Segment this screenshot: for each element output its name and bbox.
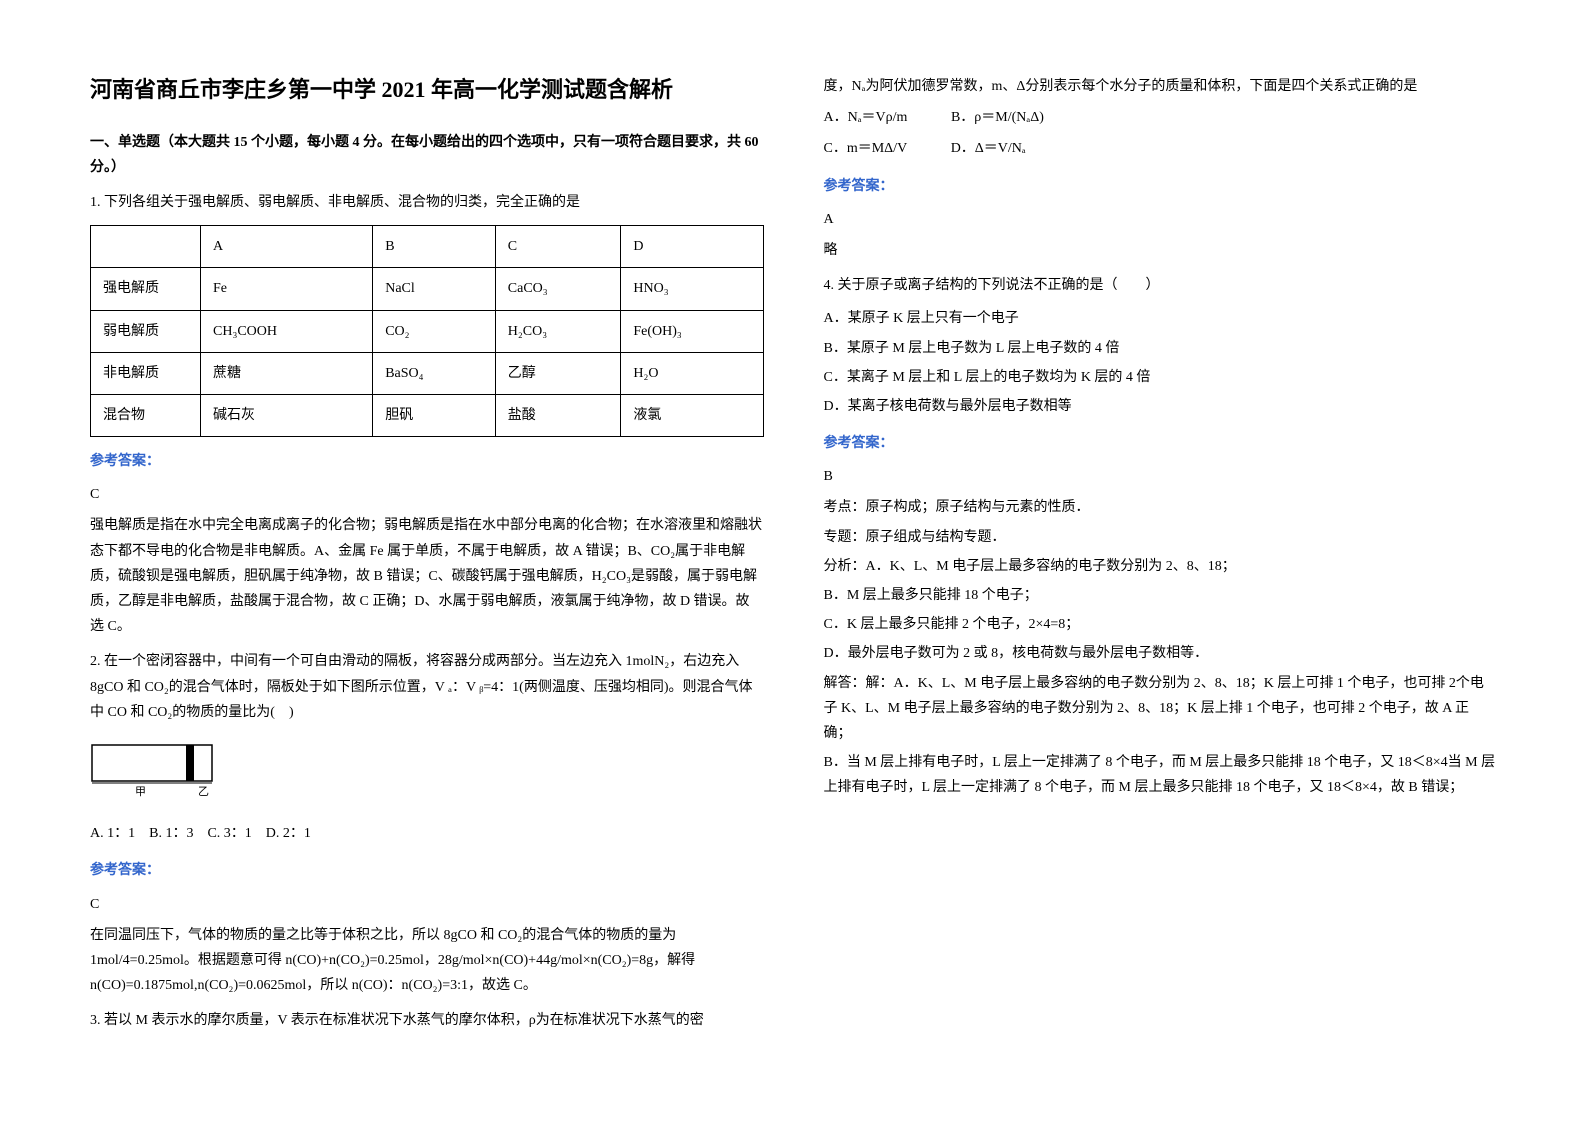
analysis-line: D．最外层电子数可为 2 或 8，核电荷数与最外层电子数相等． [824, 641, 1498, 666]
question-1-table: A B C D 强电解质 Fe NaCl CaCO₃ HNO₃ 弱电解质 CH₃… [90, 225, 764, 437]
svg-text:乙: 乙 [198, 785, 209, 798]
table-cell: 碱石灰 [201, 394, 373, 436]
analysis-line: B．M 层上最多只能排 18 个电子； [824, 583, 1498, 608]
question-2-diagram: 甲 乙 [90, 743, 220, 798]
table-cell: HNO₃ [621, 268, 763, 310]
table-row: 弱电解质 CH₃COOH CO₂ H₂CO₃ Fe(OH)₃ [91, 310, 764, 352]
table-cell: Fe(OH)₃ [621, 310, 763, 352]
table-cell: 液氯 [621, 394, 763, 436]
table-cell: CH₃COOH [201, 310, 373, 352]
question-3-stem-part1: 3. 若以 M 表示水的摩尔质量，V 表示在标准状况下水蒸气的摩尔体积，ρ为在标… [90, 1008, 764, 1033]
table-cell: H₂O [621, 352, 763, 394]
document-title: 河南省商丘市李庄乡第一中学 2021 年高一化学测试题含解析 [90, 70, 764, 110]
question-3-stem-part2: 度，Nₐ为阿伏加德罗常数，m、Δ分别表示每个水分子的质量和体积，下面是四个关系式… [824, 74, 1498, 99]
answer-label: 参考答案： [824, 174, 1498, 199]
option-a: A．Nₐ＝Vρ/m [824, 105, 908, 130]
question-4-option-a: A．某原子 K 层上只有一个电子 [824, 306, 1498, 331]
question-4-option-d: D．某离子核电荷数与最外层电子数相等 [824, 394, 1498, 419]
question-4-option-b: B．某原子 M 层上电子数为 L 层上电子数的 4 倍 [824, 336, 1498, 361]
table-cell: NaCl [373, 268, 496, 310]
answer-label: 参考答案： [90, 449, 764, 474]
table-header-cell: B [373, 226, 496, 268]
option-d: D．Δ＝V/Nₐ [951, 136, 1026, 161]
table-header-cell [91, 226, 201, 268]
question-4-answer: B [824, 464, 1498, 489]
analysis-line: 分析：A．K、L、M 电子层上最多容纳的电子数分别为 2、8、18； [824, 554, 1498, 579]
table-header-cell: C [495, 226, 621, 268]
table-cell: 混合物 [91, 394, 201, 436]
question-3-options-row1: A．Nₐ＝Vρ/m B．ρ＝M/(NₐΔ) [824, 105, 1498, 130]
analysis-line: C．K 层上最多只能排 2 个电子，2×4=8； [824, 612, 1498, 637]
question-2-answer: C [90, 892, 764, 917]
analysis-line: 考点：原子构成；原子结构与元素的性质． [824, 495, 1498, 520]
question-4-option-c: C．某离子 M 层上和 L 层上的电子数均为 K 层的 4 倍 [824, 365, 1498, 390]
question-4-stem: 4. 关于原子或离子结构的下列说法不正确的是（ ） [824, 273, 1498, 298]
question-2-stem: 2. 在一个密闭容器中，中间有一个可自由滑动的隔板，将容器分成两部分。当左边充入… [90, 649, 764, 725]
left-column: 河南省商丘市李庄乡第一中学 2021 年高一化学测试题含解析 一、单选题（本大题… [90, 70, 764, 1041]
svg-text:甲: 甲 [135, 786, 146, 798]
table-cell: CaCO₃ [495, 268, 621, 310]
page-container: 河南省商丘市李庄乡第一中学 2021 年高一化学测试题含解析 一、单选题（本大题… [90, 70, 1497, 1041]
analysis-line: 专题：原子组成与结构专题． [824, 525, 1498, 550]
table-cell: CO₂ [373, 310, 496, 352]
table-cell: BaSO₄ [373, 352, 496, 394]
answer-label: 参考答案： [824, 431, 1498, 456]
right-column: 度，Nₐ为阿伏加德罗常数，m、Δ分别表示每个水分子的质量和体积，下面是四个关系式… [824, 70, 1498, 1041]
table-cell: 弱电解质 [91, 310, 201, 352]
answer-label: 参考答案： [90, 858, 764, 883]
table-header-row: A B C D [91, 226, 764, 268]
question-1-stem: 1. 下列各组关于强电解质、弱电解质、非电解质、混合物的归类，完全正确的是 [90, 190, 764, 215]
table-cell: 乙醇 [495, 352, 621, 394]
option-b: B．ρ＝M/(NₐΔ) [951, 105, 1044, 130]
table-cell: 强电解质 [91, 268, 201, 310]
analysis-line: 解答：解：A．K、L、M 电子层上最多容纳的电子数分别为 2、8、18；K 层上… [824, 671, 1498, 747]
table-header-cell: A [201, 226, 373, 268]
analysis-line: B．当 M 层上排有电子时，L 层上一定排满了 8 个电子，而 M 层上最多只能… [824, 750, 1498, 800]
table-cell: 蔗糖 [201, 352, 373, 394]
question-1-answer: C [90, 482, 764, 507]
question-3-answer: A [824, 207, 1498, 232]
table-cell: H₂CO₃ [495, 310, 621, 352]
table-header-cell: D [621, 226, 763, 268]
table-row: 强电解质 Fe NaCl CaCO₃ HNO₃ [91, 268, 764, 310]
question-3-brief: 略 [824, 238, 1498, 263]
table-row: 混合物 碱石灰 胆矾 盐酸 液氯 [91, 394, 764, 436]
section-header: 一、单选题（本大题共 15 个小题，每小题 4 分。在每小题给出的四个选项中，只… [90, 130, 764, 180]
table-row: 非电解质 蔗糖 BaSO₄ 乙醇 H₂O [91, 352, 764, 394]
table-cell: 非电解质 [91, 352, 201, 394]
question-2-explanation: 在同温同压下，气体的物质的量之比等于体积之比，所以 8gCO 和 CO₂的混合气… [90, 923, 764, 999]
table-cell: 盐酸 [495, 394, 621, 436]
question-2-options: A. 1：1 B. 1：3 C. 3：1 D. 2：1 [90, 821, 764, 846]
table-cell: 胆矾 [373, 394, 496, 436]
question-1-explanation: 强电解质是指在水中完全电离成离子的化合物；弱电解质是指在水中部分电离的化合物；在… [90, 513, 764, 639]
table-cell: Fe [201, 268, 373, 310]
option-c: C．m＝MΔ/V [824, 136, 908, 161]
question-3-options-row2: C．m＝MΔ/V D．Δ＝V/Nₐ [824, 136, 1498, 161]
